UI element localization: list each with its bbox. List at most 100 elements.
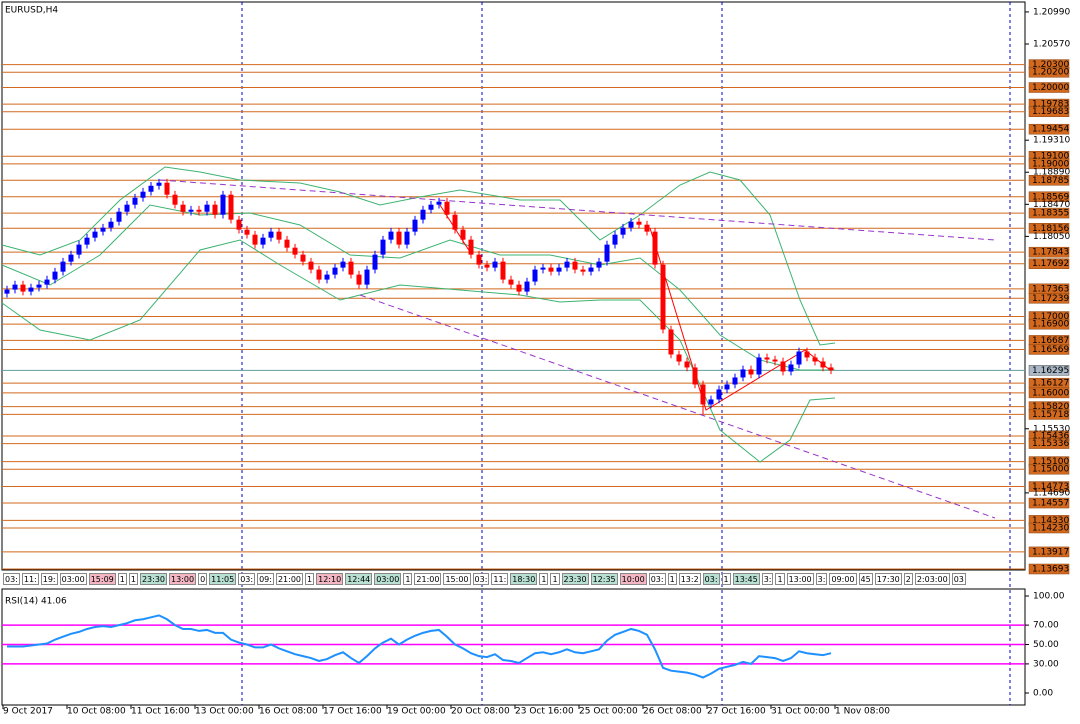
session-label: 12:35	[590, 573, 618, 585]
level-label: 1.18785	[1032, 176, 1069, 186]
candle-body	[220, 194, 226, 215]
x-tick-label: 27 Oct 16:00	[707, 707, 766, 717]
y-tick-label: 1.14690	[1033, 488, 1070, 498]
session-label: 09:	[257, 573, 274, 585]
candle-body	[188, 209, 194, 212]
x-tick-label: 26 Oct 08:00	[643, 707, 702, 717]
candle-body	[348, 261, 354, 275]
level-label-box	[1028, 223, 1070, 234]
candle-body	[276, 231, 282, 240]
bollinger-bands	[1, 166, 836, 463]
candle-body	[708, 399, 714, 405]
x-tick-label: 19 Oct 00:00	[387, 707, 446, 717]
candle-body	[820, 361, 826, 368]
candle-body	[516, 284, 522, 292]
chart-title: EURUSD,H4	[5, 6, 58, 16]
level-label-box	[1028, 546, 1070, 558]
candle-body	[436, 201, 442, 205]
session-label: 17:30	[874, 573, 902, 585]
candle-body	[108, 221, 114, 228]
level-label: 1.20000	[1032, 83, 1069, 93]
candle-body	[84, 237, 90, 245]
candle-body	[284, 239, 290, 248]
level-label-box	[1028, 82, 1070, 93]
session-label: 13:45	[732, 573, 760, 585]
level-label: 1.15000	[1032, 465, 1069, 475]
candle-body	[612, 234, 618, 245]
level-label: 1.18156	[1032, 224, 1069, 234]
level-label: 1.16687	[1032, 336, 1069, 346]
candle-body	[804, 351, 810, 358]
rsi-title: RSI(14) 41.06	[5, 597, 67, 607]
session-label: 12:44	[345, 573, 373, 585]
y-tick-label: 1.19310	[1033, 136, 1070, 146]
rsi-line	[7, 614, 832, 679]
x-tick-label: 9 Oct 2017	[3, 707, 53, 717]
candle-body	[596, 261, 602, 268]
candle-body	[756, 357, 762, 375]
level-label: 1.19000	[1032, 159, 1069, 169]
y-tick-label: 1.18470	[1033, 200, 1070, 210]
candle-body	[268, 231, 274, 238]
candle-body	[252, 234, 258, 245]
level-label: 1.20200	[1032, 68, 1069, 78]
level-label-box	[1028, 438, 1070, 449]
candle-body	[44, 279, 50, 285]
candle-body	[540, 267, 546, 270]
candle-body	[812, 357, 818, 362]
candle-body	[716, 389, 722, 400]
candle-body	[724, 384, 730, 390]
candle-body	[4, 289, 10, 294]
level-label: 1.16127	[1032, 379, 1069, 389]
x-tick-label: 1 Nov 08:00	[835, 707, 890, 717]
level-label: 1.14557	[1032, 499, 1069, 509]
level-label-box	[1028, 481, 1070, 492]
session-label: 45	[858, 573, 873, 585]
candle-body	[420, 209, 426, 220]
candle-body	[644, 224, 650, 232]
candle-body	[684, 361, 690, 368]
candle-body	[500, 261, 506, 280]
level-label: 1.19454	[1032, 125, 1069, 135]
candle-body	[828, 367, 834, 371]
session-label: 11:05	[209, 573, 237, 585]
candle-body	[100, 227, 106, 232]
session-label: 1	[305, 573, 315, 585]
y-tick-label: 1.15530	[1033, 424, 1070, 434]
trend-lines	[159, 179, 996, 519]
session-label: 2	[903, 573, 913, 585]
level-label: 1.18355	[1032, 209, 1069, 219]
candle-body	[380, 239, 386, 255]
session-label: 23:30	[139, 573, 167, 585]
level-label: 1.16900	[1032, 320, 1069, 330]
level-label: 1.19100	[1032, 152, 1069, 162]
candle-body	[740, 369, 746, 378]
candle-body	[428, 204, 434, 210]
candle-body	[316, 269, 322, 280]
candle-body	[788, 364, 794, 372]
level-label: 1.17843	[1032, 248, 1069, 258]
level-label: 1.15336	[1032, 439, 1069, 449]
session-label: 03	[951, 573, 966, 585]
price-frame	[1, 1, 1026, 571]
candle-body	[412, 219, 418, 232]
candle-body	[244, 229, 250, 235]
level-label: 1.16000	[1032, 388, 1069, 398]
level-label: 1.19683	[1032, 107, 1069, 117]
y-tick-label: 1.18050	[1033, 232, 1070, 242]
candle-body	[36, 284, 42, 288]
y-tick-label: 70.00	[1033, 621, 1059, 631]
candle-body	[452, 214, 458, 230]
candle-body	[460, 229, 466, 240]
session-label: 19:	[40, 573, 58, 585]
candle-body	[772, 359, 778, 362]
candle-body	[588, 267, 594, 272]
level-label: 1.17239	[1032, 294, 1069, 304]
session-label: 13:2	[678, 573, 701, 585]
y-tick-label: 30.00	[1033, 659, 1059, 669]
session-label: 0	[198, 573, 208, 585]
candle-body	[484, 264, 490, 268]
level-label-box	[1028, 106, 1070, 117]
candle-body	[372, 254, 378, 270]
